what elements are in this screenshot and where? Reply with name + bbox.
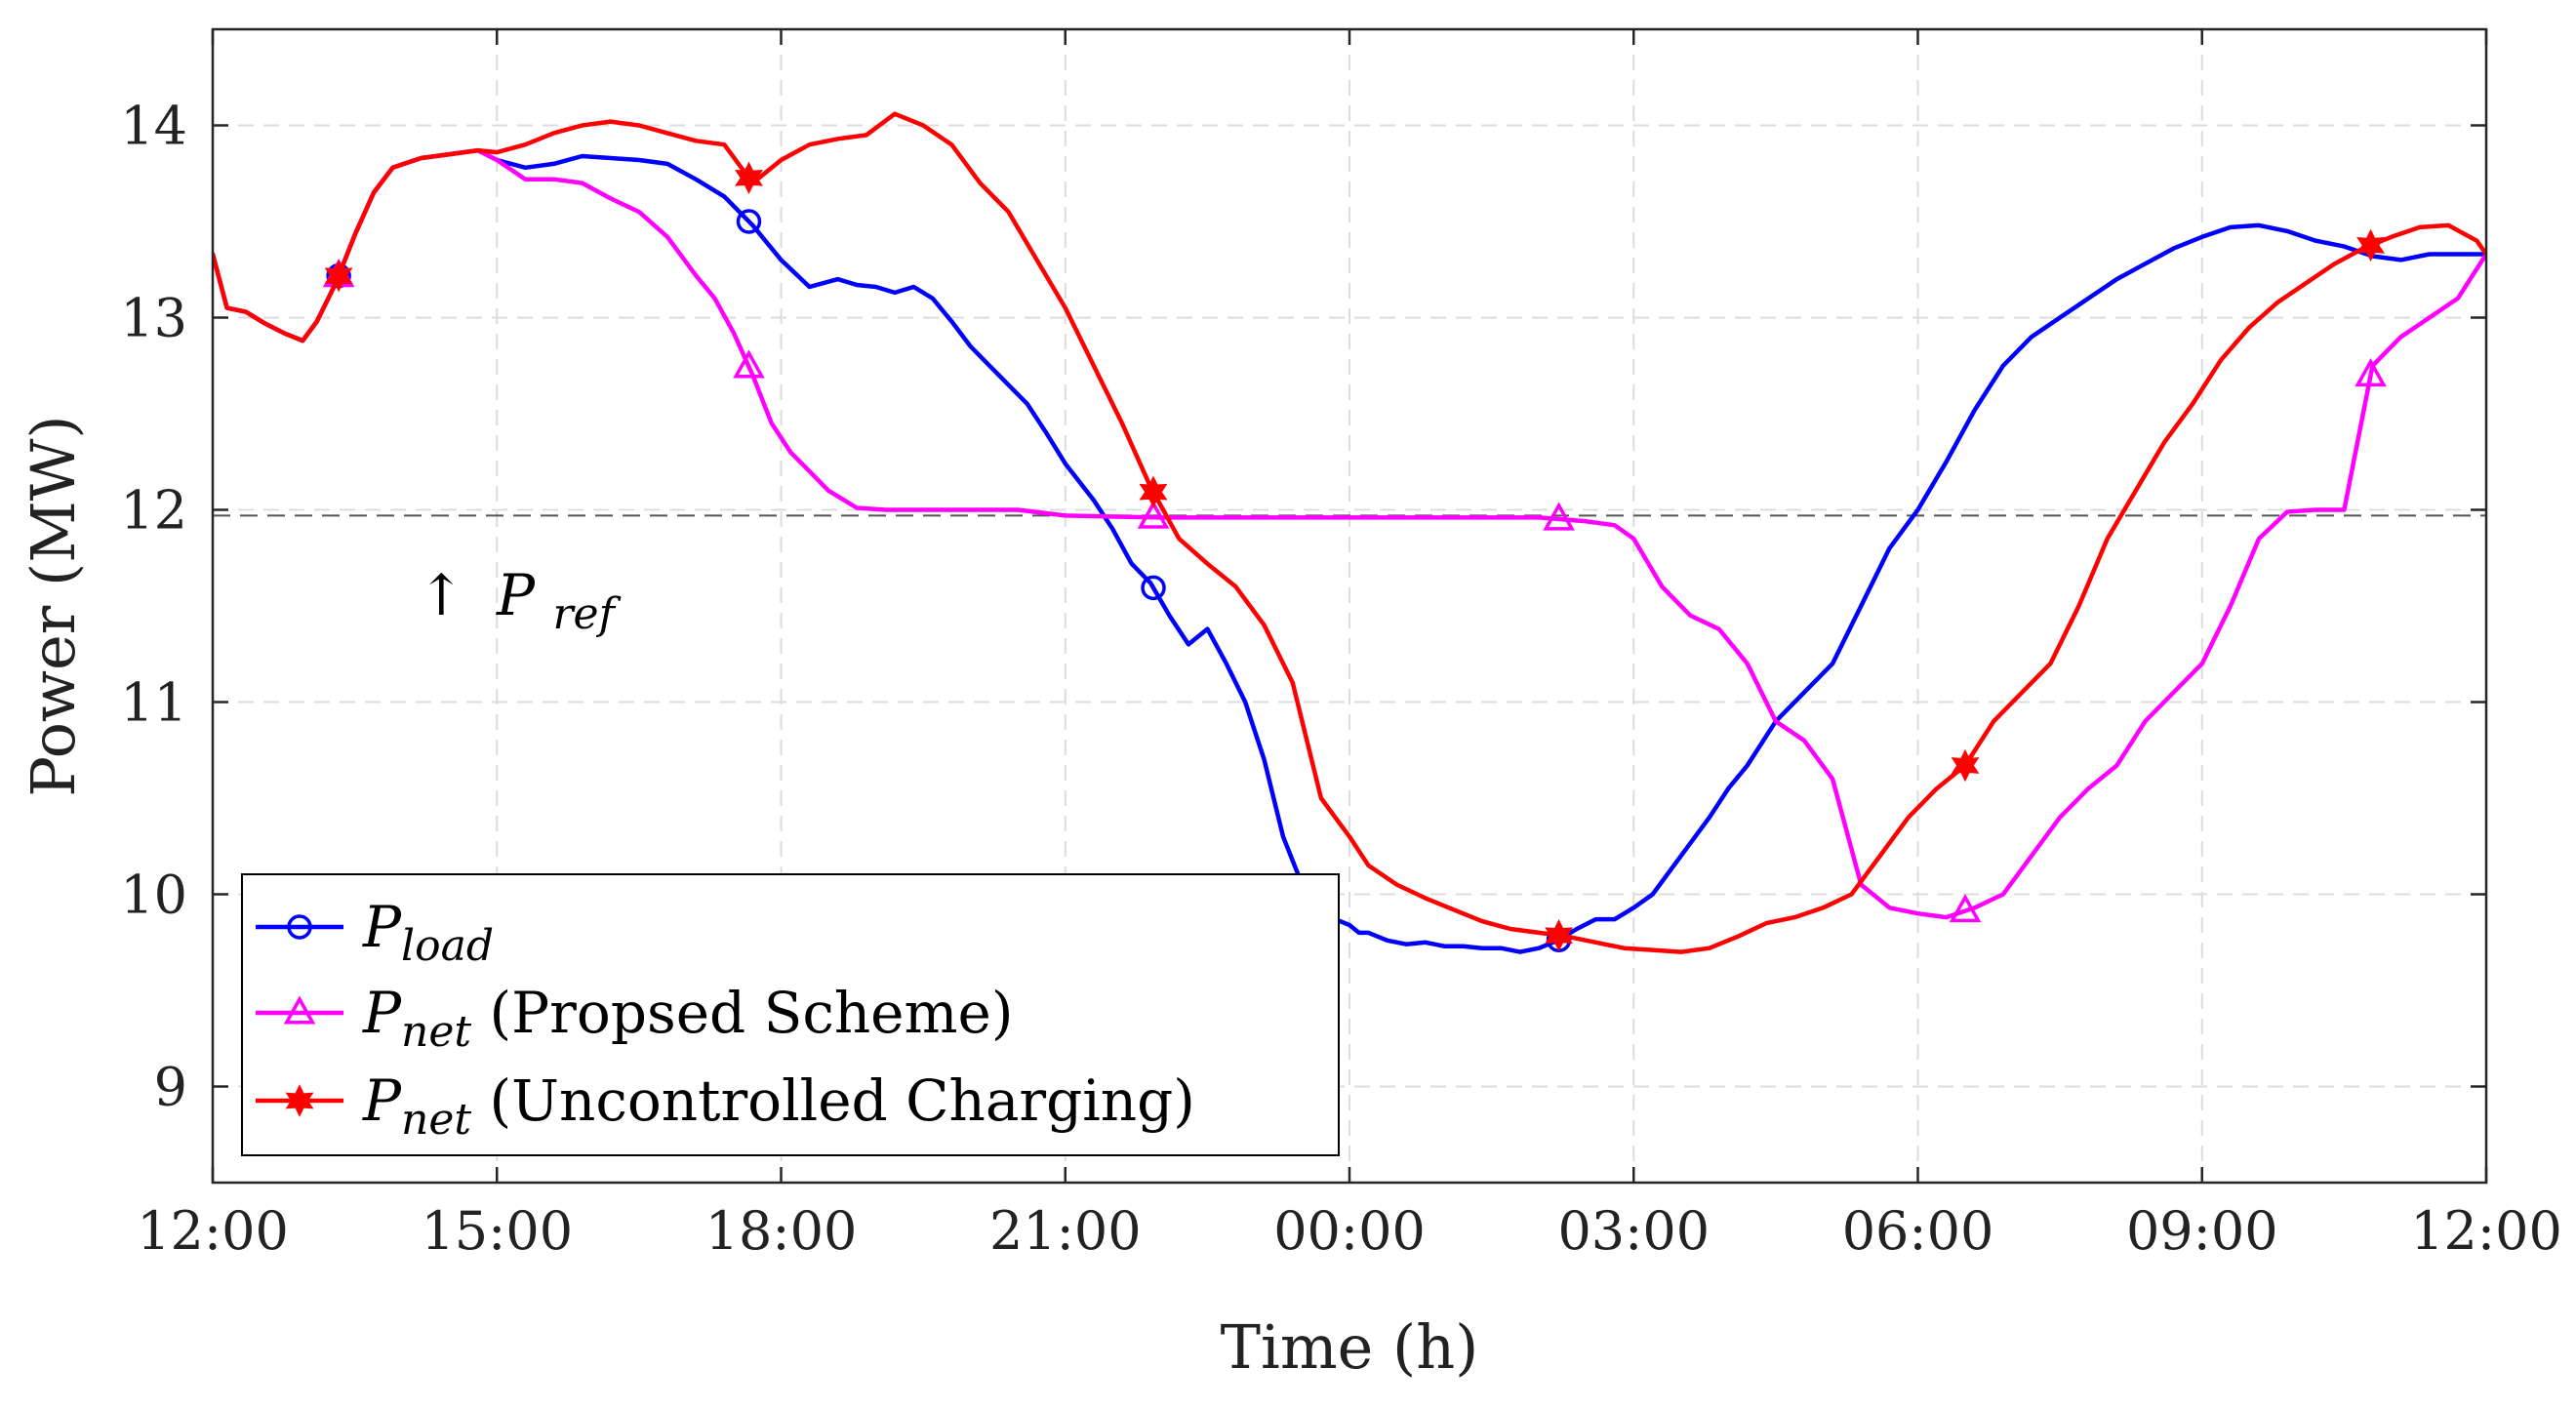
legend-entry-1: Pnet (Propsed Scheme) <box>256 980 1013 1057</box>
series-line-2 <box>213 111 2486 954</box>
legend-box <box>241 873 1340 1156</box>
y-tick-label: 13 <box>120 288 187 349</box>
legend-marker <box>285 1084 314 1117</box>
legend-marker <box>287 914 312 940</box>
data-point-marker <box>733 349 765 379</box>
data-point-marker <box>1951 748 1980 783</box>
x-tick-label: 12:00 <box>2410 1200 2562 1262</box>
data-point-marker <box>2355 358 2387 387</box>
data-point-marker <box>735 161 763 194</box>
y-tick-label: 10 <box>120 865 187 926</box>
data-point-marker <box>1543 502 1575 531</box>
x-axis-title: Time (h) <box>1221 1311 1479 1383</box>
x-tick-label: 03:00 <box>1557 1200 1710 1262</box>
data-point-marker <box>2356 228 2385 262</box>
x-tick-label: 18:00 <box>705 1200 858 1262</box>
legend-symbol: P <box>362 894 402 960</box>
x-tick-label: 00:00 <box>1273 1200 1426 1262</box>
y-tick-label: 14 <box>120 96 187 157</box>
data-point-marker <box>736 209 762 234</box>
x-tick-label: 15:00 <box>421 1200 573 1262</box>
axis-ticks: 12:00 15:00 18:00 21:00 00:00 03:00 06:00 09:00… <box>120 29 2562 1262</box>
x-tick-label: 12:00 <box>137 1200 289 1262</box>
data-point-marker <box>1949 893 1982 923</box>
legend-suffix: (Uncontrolled Charging) <box>471 1067 1195 1134</box>
legend-symbol: P <box>362 1067 402 1134</box>
y-axis-title: Power (MW) <box>18 415 89 796</box>
pref-symbol: P <box>496 562 536 628</box>
legend-subscript: load <box>401 921 494 971</box>
data-point-marker <box>1141 575 1166 601</box>
legend-label: Pnet (Propsed Scheme) <box>362 980 1013 1057</box>
data-point-marker <box>1545 919 1573 952</box>
x-tick-label: 21:00 <box>989 1200 1142 1262</box>
legend-subscript: net <box>401 1095 471 1145</box>
data-point-marker <box>1139 475 1168 508</box>
legend-subscript: net <box>401 1007 471 1057</box>
legend-label: Pnet (Uncontrolled Charging) <box>362 1067 1195 1145</box>
legend-marker <box>283 995 316 1025</box>
pref-annotation: ↑ P ref <box>418 562 622 639</box>
series-2 <box>213 111 2486 954</box>
y-tick-label: 12 <box>120 480 187 542</box>
legend-symbol: P <box>362 980 402 1046</box>
legend-label: Pload <box>362 894 494 971</box>
legend-entry-2: Pnet (Uncontrolled Charging) <box>256 1067 1195 1145</box>
legend-suffix: (Propsed Scheme) <box>471 980 1013 1046</box>
pref-arrow: ↑ <box>418 562 465 628</box>
y-tick-label: 9 <box>154 1057 187 1118</box>
legend-entry-0: Pload <box>256 894 494 971</box>
x-tick-label: 09:00 <box>2126 1200 2278 1262</box>
pref-subscript: ref <box>553 589 622 639</box>
grid-lines <box>213 29 2486 1183</box>
y-tick-label: 11 <box>120 672 187 734</box>
x-tick-label: 06:00 <box>1842 1200 1994 1262</box>
data-point-marker <box>324 260 353 293</box>
data-point-marker <box>1137 500 1170 529</box>
